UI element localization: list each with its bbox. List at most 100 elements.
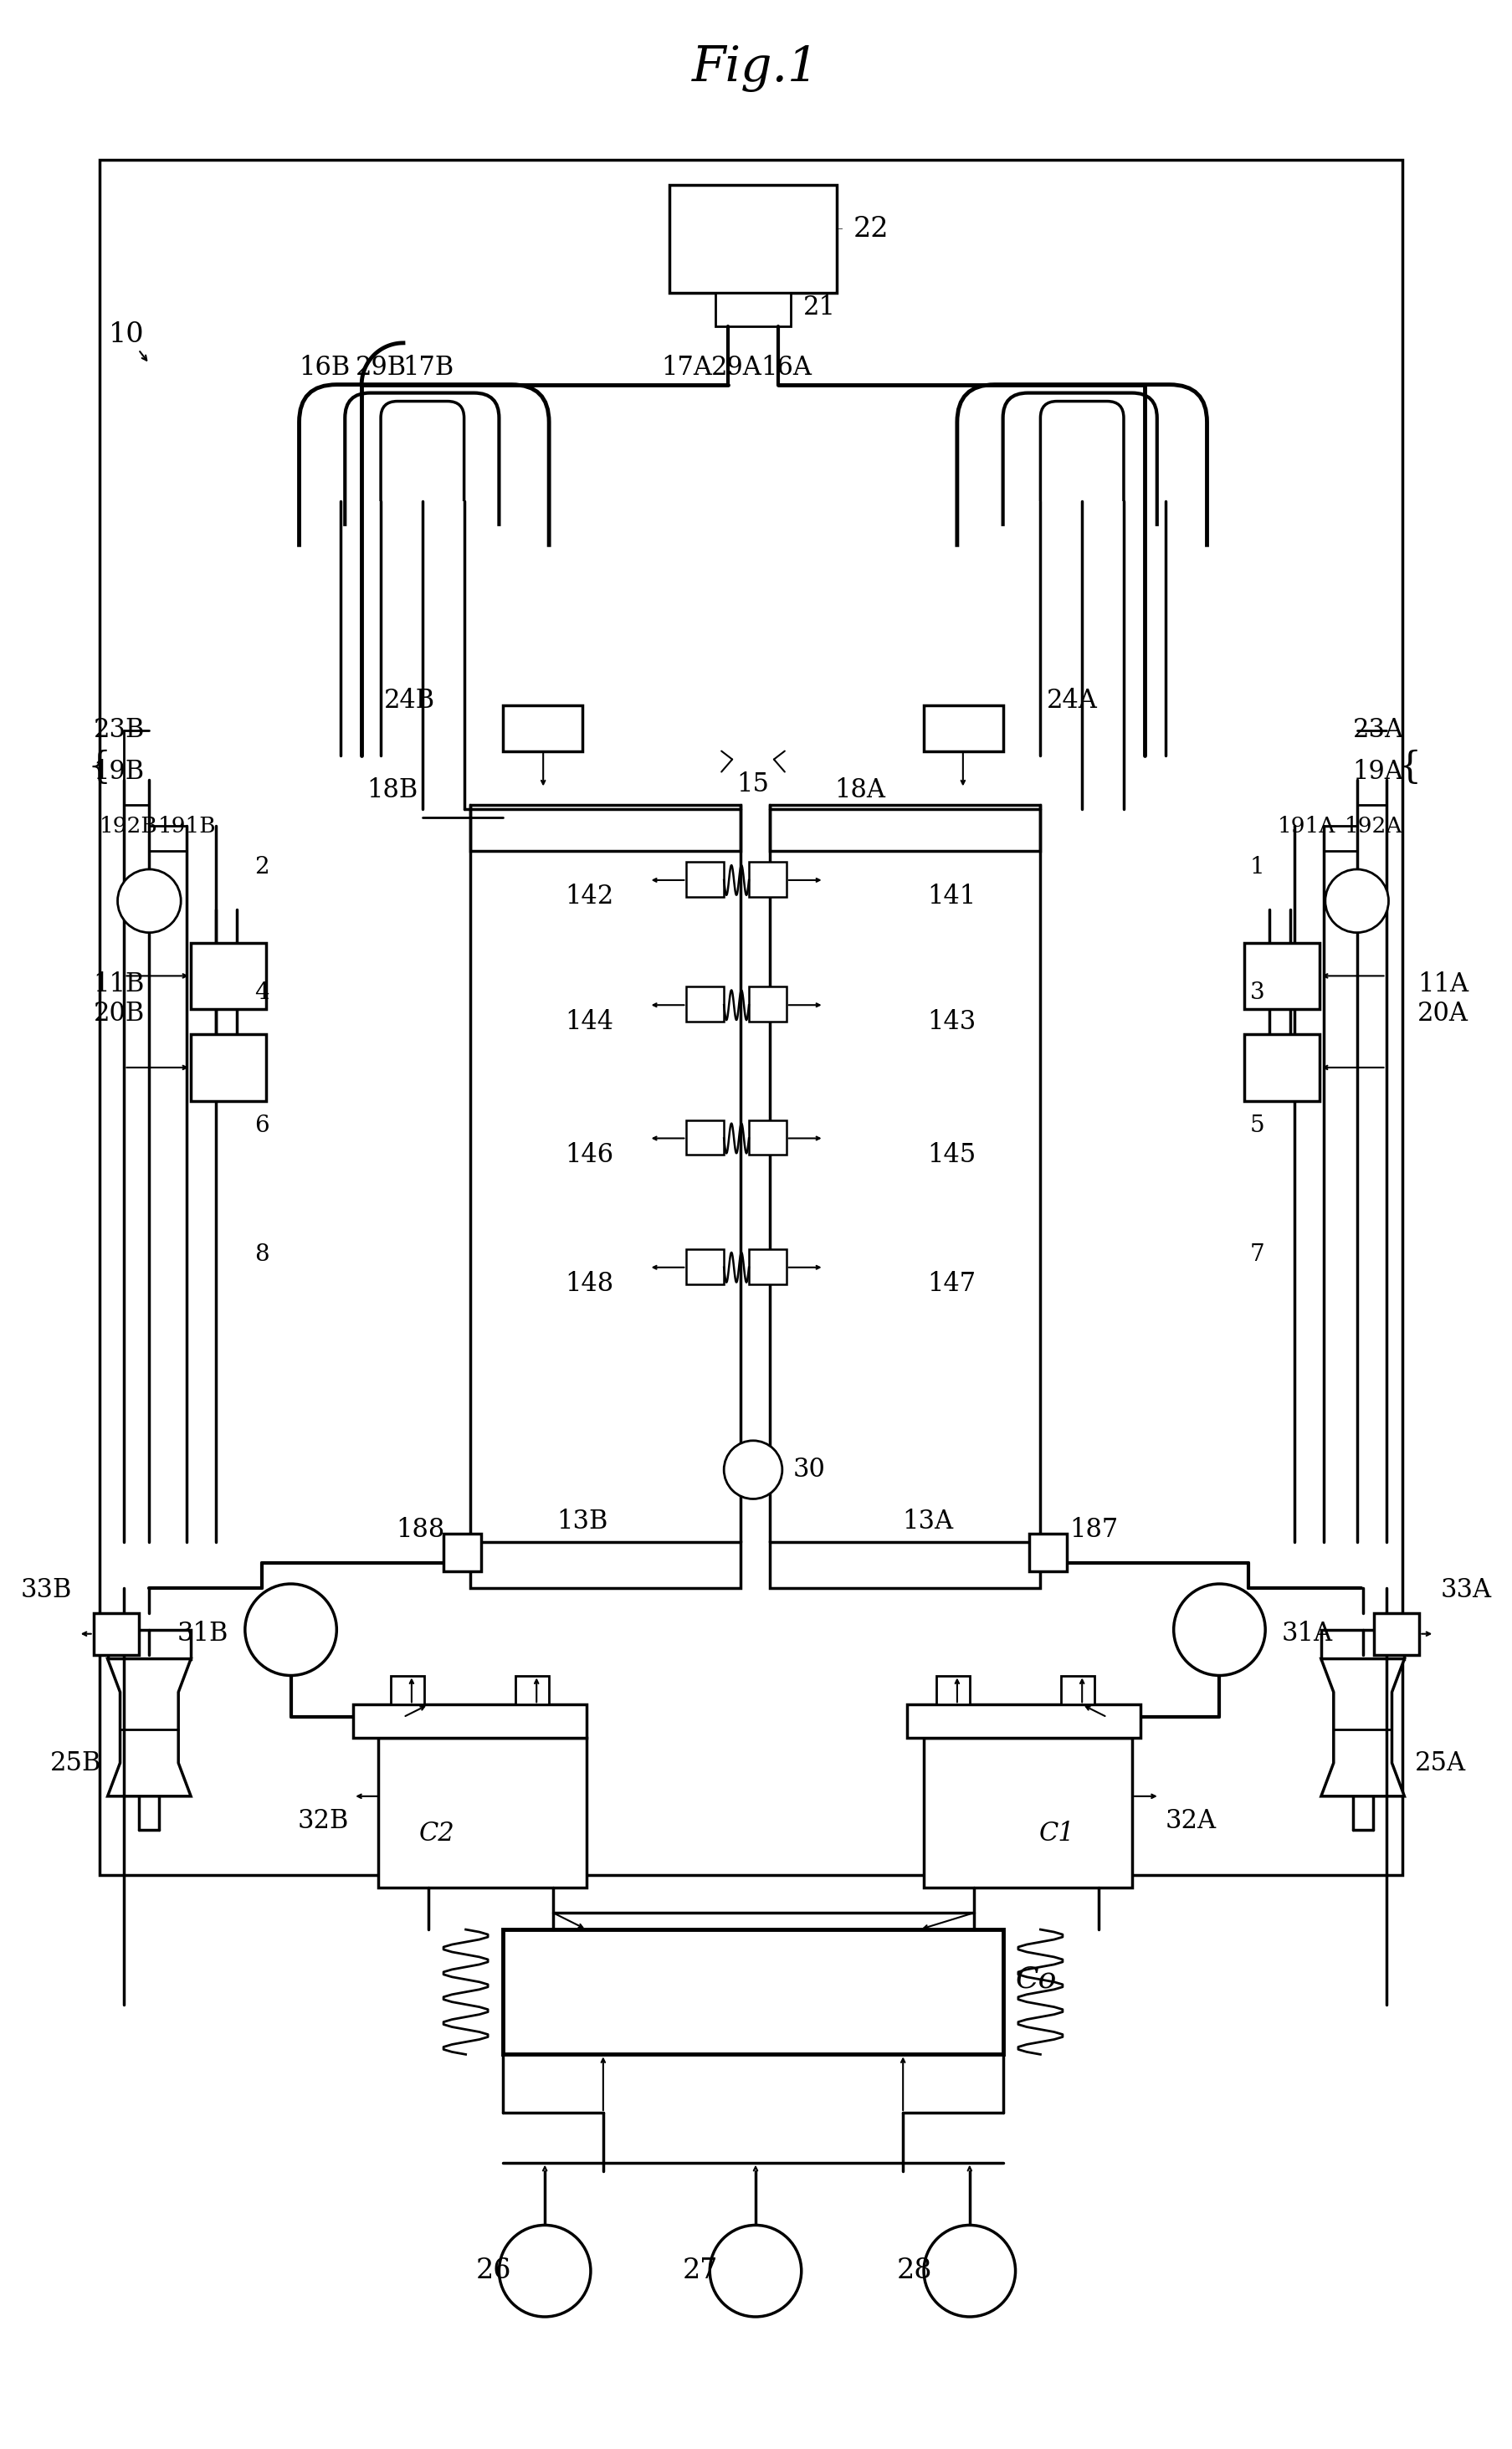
Text: 20A: 20A — [1418, 999, 1468, 1026]
Text: 29A: 29A — [711, 355, 762, 382]
Bar — [443, 1533, 481, 1572]
Text: 192A: 192A — [1344, 816, 1403, 838]
Bar — [1244, 1033, 1320, 1100]
Bar — [686, 862, 724, 896]
Text: {: { — [1397, 749, 1421, 786]
Ellipse shape — [853, 825, 1019, 933]
Text: {: { — [88, 749, 110, 786]
Bar — [686, 1119, 724, 1156]
Bar — [924, 1739, 1132, 1888]
Text: 188: 188 — [396, 1516, 445, 1543]
Text: 19A: 19A — [1353, 759, 1403, 784]
Text: 31B: 31B — [177, 1621, 228, 1646]
Bar — [94, 1614, 139, 1656]
Bar — [1061, 1675, 1095, 1705]
Bar — [1321, 1629, 1405, 1658]
Bar — [470, 1543, 741, 1587]
Text: 26: 26 — [476, 2258, 511, 2285]
Text: 16B: 16B — [298, 355, 349, 382]
Text: 141: 141 — [927, 884, 975, 909]
Circle shape — [1326, 869, 1388, 933]
Text: 33A: 33A — [1441, 1577, 1491, 1604]
Text: 29B: 29B — [355, 355, 407, 382]
Bar — [686, 1249, 724, 1283]
Text: 5: 5 — [1249, 1114, 1264, 1136]
Text: 24B: 24B — [384, 688, 435, 715]
Bar — [390, 1675, 423, 1705]
Text: 2: 2 — [254, 857, 269, 879]
Text: 3: 3 — [1249, 982, 1264, 1004]
Circle shape — [924, 2226, 1016, 2317]
Text: 23B: 23B — [94, 718, 145, 742]
Text: 25A: 25A — [1415, 1751, 1467, 1776]
Bar — [924, 705, 1002, 752]
Text: 10: 10 — [109, 321, 145, 348]
Circle shape — [118, 869, 181, 933]
Ellipse shape — [853, 1085, 1019, 1193]
Bar — [936, 1675, 969, 1705]
Text: 148: 148 — [564, 1271, 614, 1298]
Ellipse shape — [491, 1085, 658, 1193]
Text: 18A: 18A — [835, 776, 886, 803]
Text: 32A: 32A — [1166, 1807, 1217, 1834]
Text: C2: C2 — [419, 1820, 455, 1847]
Text: 22: 22 — [853, 216, 889, 242]
Text: 27: 27 — [682, 2258, 718, 2285]
Bar — [107, 1629, 191, 1658]
Bar — [503, 705, 582, 752]
Circle shape — [499, 2226, 591, 2317]
Polygon shape — [1321, 1658, 1405, 1795]
Circle shape — [1173, 1585, 1266, 1675]
Text: 8: 8 — [254, 1244, 269, 1266]
Ellipse shape — [853, 950, 1019, 1058]
Text: 6: 6 — [254, 1114, 269, 1136]
Text: 191A: 191A — [1278, 816, 1337, 838]
Bar — [770, 806, 1040, 850]
Polygon shape — [107, 1658, 191, 1795]
Text: 33B: 33B — [21, 1577, 71, 1604]
Text: 187: 187 — [1069, 1516, 1119, 1543]
Bar — [715, 294, 791, 326]
Text: 146: 146 — [564, 1141, 614, 1168]
Bar — [748, 1119, 786, 1156]
Text: 24A: 24A — [1046, 688, 1098, 715]
Bar — [748, 987, 786, 1021]
Text: 192B: 192B — [100, 816, 157, 838]
Circle shape — [245, 1585, 337, 1675]
Text: 25B: 25B — [50, 1751, 101, 1776]
Bar — [670, 184, 836, 294]
Text: 144: 144 — [565, 1009, 614, 1033]
Text: 17A: 17A — [661, 355, 712, 382]
Bar — [503, 1930, 1002, 2055]
Ellipse shape — [491, 950, 658, 1058]
Bar — [1244, 943, 1320, 1009]
Text: 143: 143 — [927, 1009, 975, 1033]
Ellipse shape — [853, 1212, 1019, 1322]
Text: 11A: 11A — [1418, 972, 1468, 997]
Bar — [748, 1249, 786, 1283]
Text: 18B: 18B — [367, 776, 419, 803]
Text: 191B: 191B — [157, 816, 216, 838]
Text: 17B: 17B — [402, 355, 454, 382]
Ellipse shape — [491, 825, 658, 933]
Text: 11B: 11B — [94, 972, 145, 997]
Text: 13B: 13B — [556, 1509, 608, 1536]
Text: 21: 21 — [803, 294, 836, 321]
Text: 28: 28 — [897, 2258, 933, 2285]
Bar — [354, 1705, 587, 1739]
Bar — [378, 1739, 587, 1888]
Bar — [686, 987, 724, 1021]
Text: 1: 1 — [1249, 857, 1264, 879]
Circle shape — [724, 1440, 782, 1499]
Bar — [191, 943, 266, 1009]
Text: 15: 15 — [736, 771, 770, 798]
Text: 20B: 20B — [94, 999, 145, 1026]
Text: 4: 4 — [254, 982, 269, 1004]
Bar — [1373, 1614, 1420, 1656]
Text: 19B: 19B — [94, 759, 145, 784]
Ellipse shape — [491, 1212, 658, 1322]
Bar — [191, 1033, 266, 1100]
Bar — [470, 806, 741, 850]
Text: 31A: 31A — [1282, 1621, 1334, 1646]
Bar — [748, 862, 786, 896]
